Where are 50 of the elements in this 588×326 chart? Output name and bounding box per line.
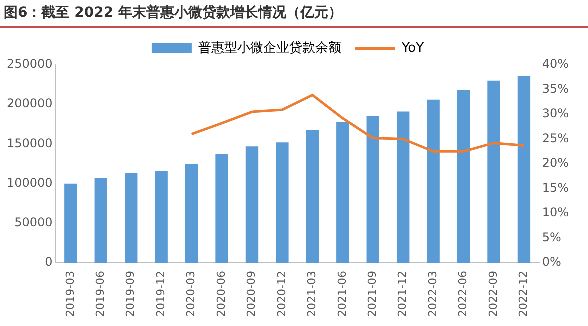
x-tick-label: 2022-09 [486, 271, 500, 318]
x-tick-label: 2020-03 [184, 271, 198, 318]
y-tick-label: 0 [45, 255, 53, 270]
y-tick-label: 200000 [6, 96, 53, 111]
x-tick-label: 2019-03 [64, 271, 77, 318]
x-tick-label: 2020-12 [275, 271, 288, 318]
bar [427, 100, 440, 264]
x-tick-label: 2019-06 [94, 271, 107, 318]
bar [64, 184, 78, 264]
bar [336, 122, 350, 264]
x-tick-label: 2019-09 [124, 271, 138, 318]
x-tick-label: 2020-06 [214, 271, 228, 318]
bar [125, 174, 138, 264]
y2-tick-label: 0% [542, 255, 562, 270]
y2-tick-label: 15% [542, 180, 569, 195]
y2-tick-label: 10% [542, 206, 569, 220]
bar [216, 154, 228, 264]
x-tick-label: 2021-03 [306, 271, 319, 318]
legend-label: YoY [400, 40, 424, 56]
x-tick-label: 2021-09 [366, 271, 379, 318]
bar [94, 178, 108, 264]
chart-title: 图6：截至 2022 年末普惠小微贷款增长情况（亿元） [4, 4, 342, 22]
bar [457, 90, 470, 264]
bar [518, 76, 531, 264]
bar [155, 171, 168, 264]
bar [246, 146, 259, 264]
x-tick-label: 2019-12 [154, 271, 168, 318]
bar [366, 116, 380, 264]
legend-label: 普惠型小微企业贷款余额 [198, 40, 342, 56]
bar [306, 130, 320, 264]
x-tick-label: 2020-09 [245, 271, 258, 318]
x-tick-label: 2022-12 [517, 271, 530, 318]
x-tick-label: 2021-06 [336, 271, 349, 318]
y-tick-label: 150000 [6, 136, 53, 150]
bar [396, 112, 410, 264]
x-tick-label: 2021-12 [396, 271, 410, 318]
y-tick-label: 50000 [14, 216, 53, 230]
bar [185, 164, 198, 264]
y2-tick-label: 5% [542, 230, 562, 244]
x-tick-label: 2022-03 [426, 271, 440, 318]
bar [488, 80, 500, 264]
y2-tick-label: 35% [542, 82, 569, 96]
y2-tick-label: 30% [542, 106, 569, 121]
y-tick-label: 100000 [6, 176, 53, 190]
x-tick-label: 2022-06 [456, 271, 470, 318]
bar [276, 142, 289, 264]
y-tick-label: 250000 [6, 57, 53, 72]
y2-tick-label: 40% [542, 57, 569, 72]
y2-tick-label: 20% [542, 156, 569, 170]
y2-tick-label: 25% [542, 131, 569, 146]
